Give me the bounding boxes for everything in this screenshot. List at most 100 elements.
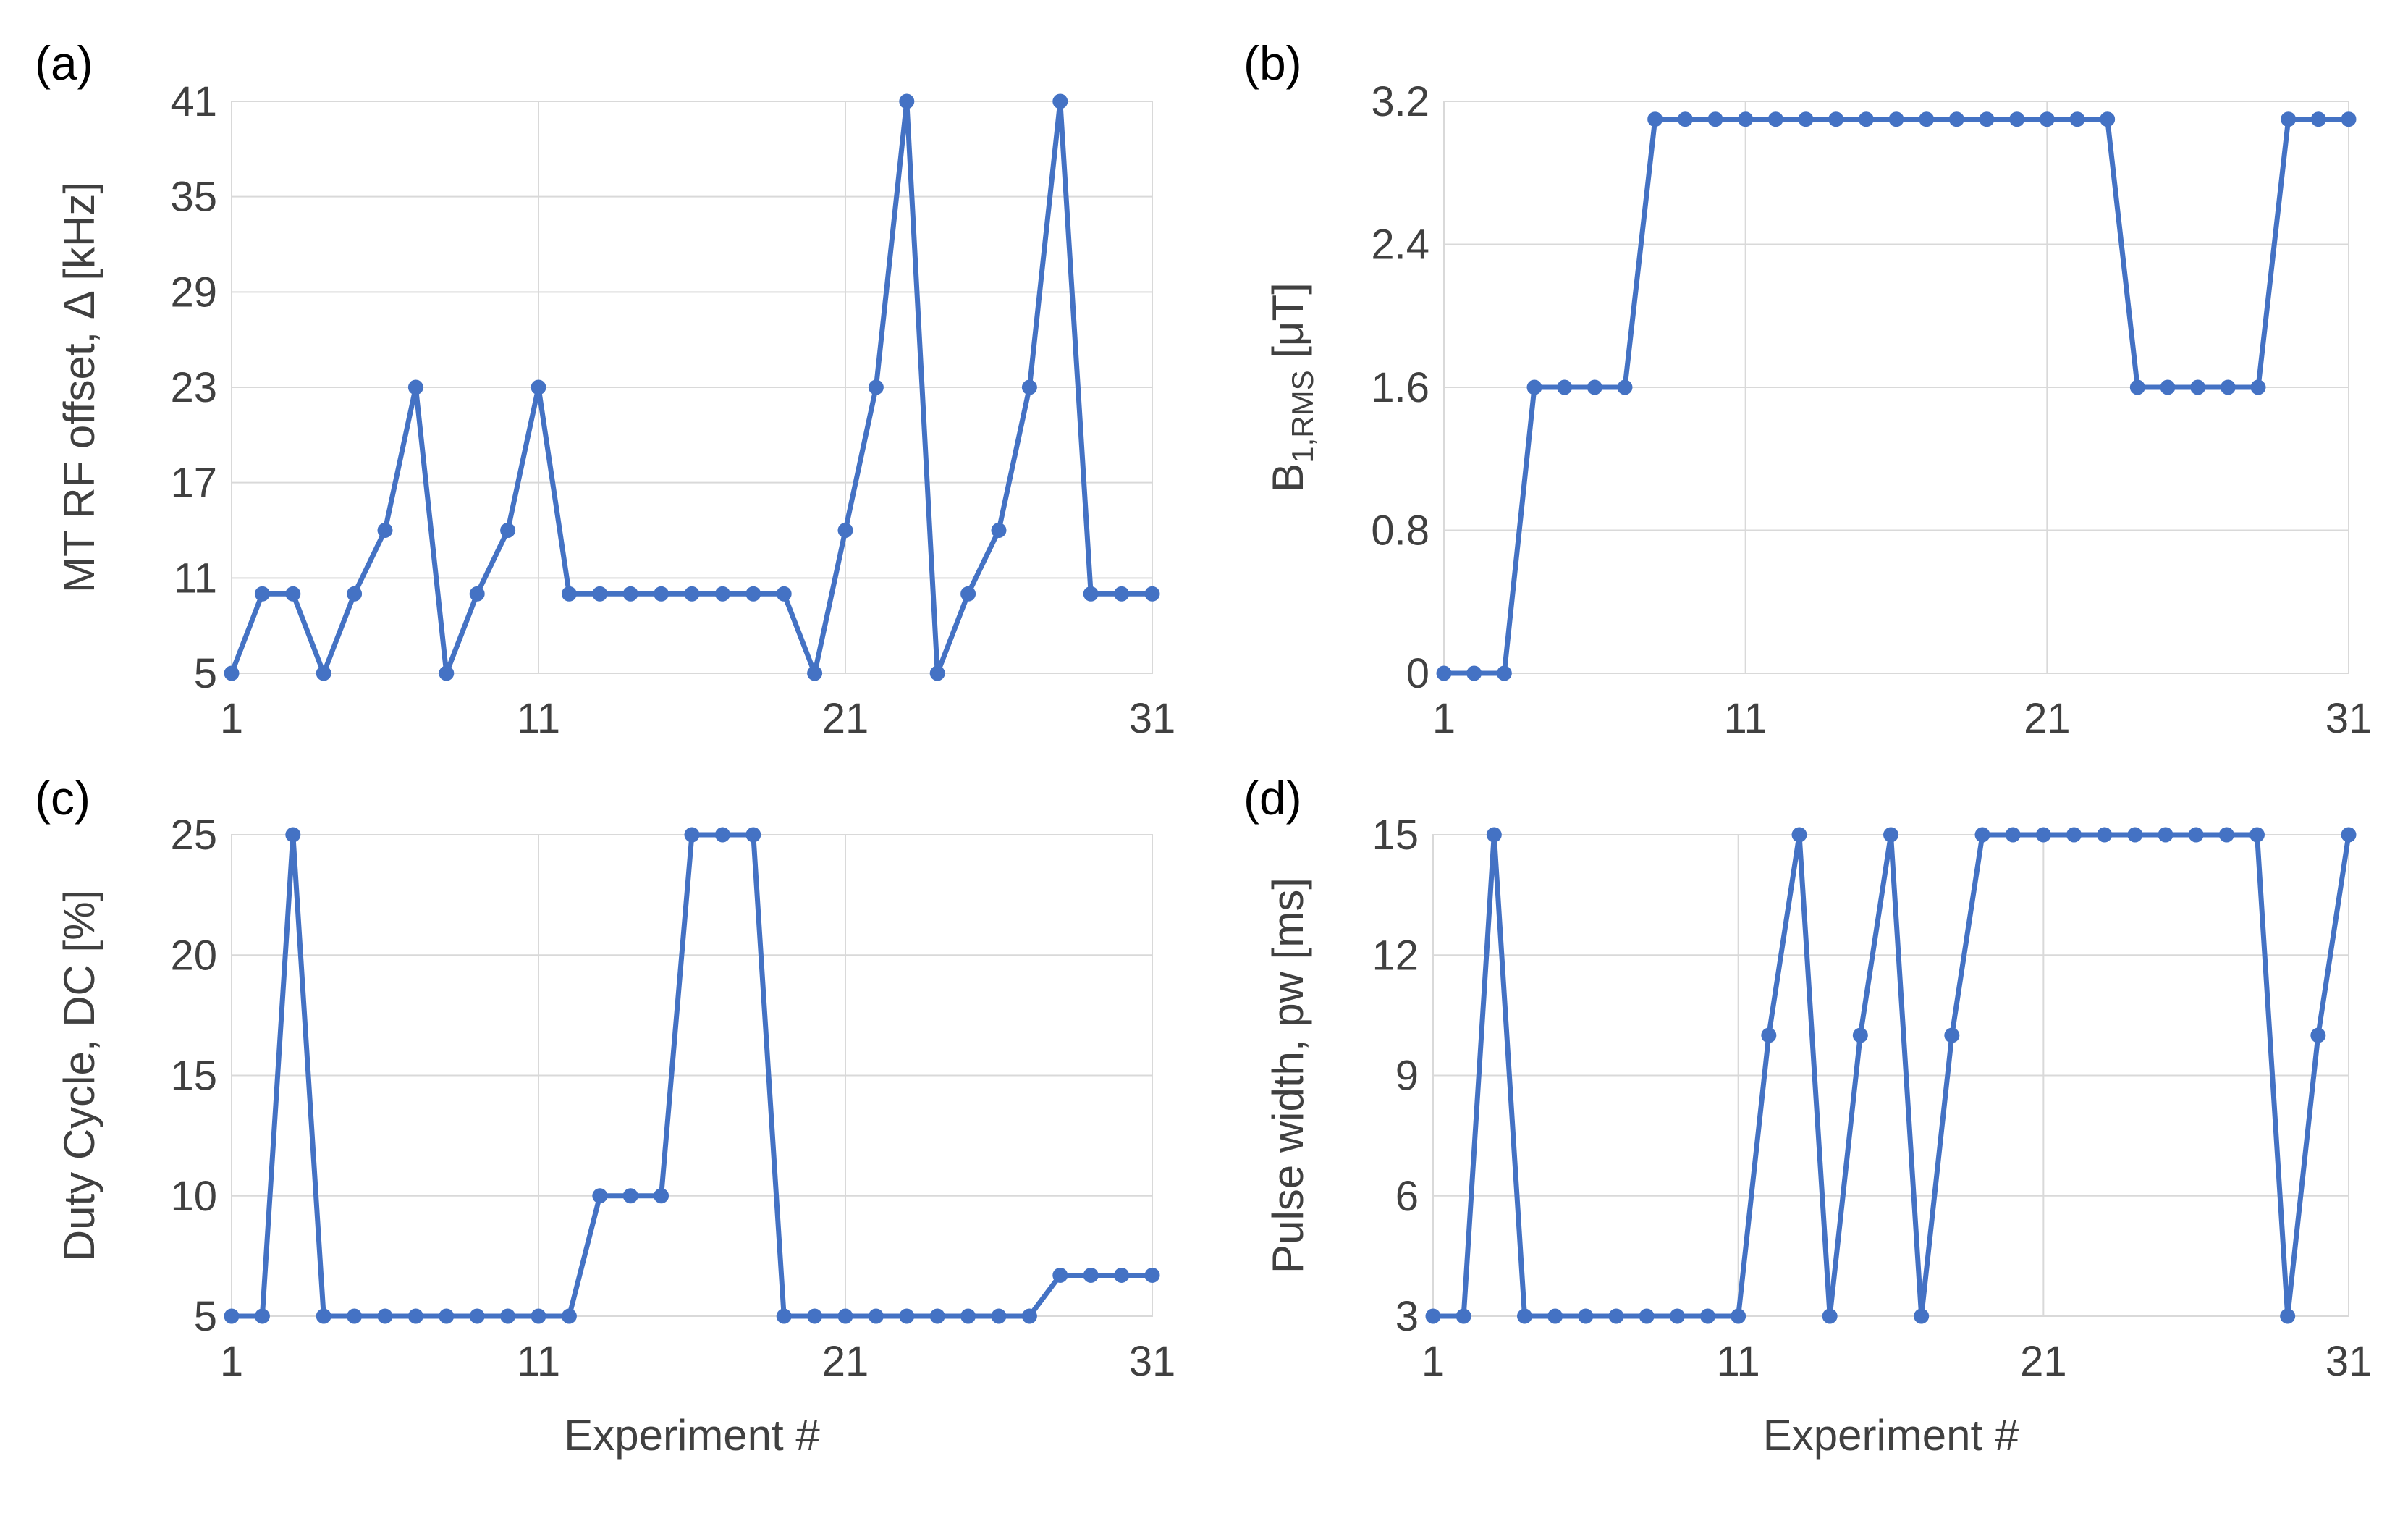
data-point [1677, 111, 1693, 127]
data-point [899, 1308, 915, 1324]
x-tick-label: 21 [2020, 1338, 2067, 1385]
data-point [2009, 111, 2025, 127]
data-point [254, 1308, 270, 1324]
x-tick-label: 11 [517, 1338, 560, 1385]
y-axis-title: Duty Cycle, DC [%] [55, 890, 103, 1261]
data-point [2190, 379, 2206, 395]
data-point [622, 1188, 638, 1204]
data-point [1798, 111, 1814, 127]
y-tick-label: 15 [1372, 812, 1419, 859]
data-point [807, 1308, 823, 1324]
y-tick-label: 11 [174, 555, 217, 602]
data-point [531, 379, 546, 395]
data-point [1791, 827, 1807, 843]
data-point [224, 665, 240, 681]
y-tick-label: 15 [170, 1053, 217, 1100]
data-point [929, 665, 945, 681]
data-point [1639, 1308, 1655, 1324]
data-point [991, 1308, 1007, 1324]
data-point [1822, 1308, 1838, 1324]
data-point [1944, 1027, 1960, 1043]
data-point [1707, 111, 1723, 127]
data-point [2160, 379, 2176, 395]
data-point [1587, 379, 1602, 395]
data-point [1052, 93, 1068, 109]
data-point [1436, 665, 1452, 681]
data-point [1114, 1267, 1130, 1283]
x-tick-label: 1 [1421, 1338, 1445, 1385]
data-point [592, 1188, 608, 1204]
data-point [1731, 1308, 1746, 1324]
data-point [684, 827, 700, 843]
y-tick-label: 2.4 [1371, 222, 1429, 269]
data-point [2127, 827, 2143, 843]
data-point [531, 1308, 546, 1324]
data-point [714, 827, 730, 843]
y-axis-title-subscript: 1,RMS [1285, 370, 1319, 463]
data-point [407, 1308, 423, 1324]
data-point [2218, 827, 2234, 843]
data-point [1021, 379, 1037, 395]
data-point [2097, 827, 2113, 843]
x-tick-label: 31 [1129, 695, 1176, 742]
x-axis-title: Experiment # [564, 1411, 820, 1460]
panel-label: (d) [1243, 771, 1302, 825]
data-point [316, 1308, 331, 1324]
data-point [347, 586, 363, 602]
data-point [2250, 379, 2266, 395]
data-point [745, 586, 761, 602]
data-point [1578, 1308, 1594, 1324]
x-tick-label: 1 [220, 1338, 243, 1385]
data-point [1608, 1308, 1624, 1324]
data-point [807, 665, 823, 681]
series-line [1444, 117, 2349, 676]
data-point [1979, 111, 1995, 127]
y-tick-label: 41 [170, 78, 217, 125]
data-point [1738, 111, 1754, 127]
data-point [347, 1308, 363, 1324]
data-point [2039, 111, 2055, 127]
data-point [1547, 1308, 1563, 1324]
y-tick-label: 17 [170, 460, 217, 507]
data-point [1761, 1027, 1777, 1043]
data-point [1052, 1267, 1068, 1283]
data-point [1883, 827, 1898, 843]
data-point [684, 586, 700, 602]
data-point [2100, 111, 2116, 127]
data-point [899, 93, 915, 109]
y-axis-title: Pulse width, pw [ms] [1264, 877, 1312, 1273]
plot-area [1443, 101, 2349, 674]
data-point [837, 1308, 853, 1324]
data-point [1144, 1267, 1160, 1283]
y-tick-label: 10 [170, 1173, 217, 1220]
data-point [285, 827, 301, 843]
x-tick-label: 31 [2325, 695, 2373, 742]
data-point [1974, 827, 1990, 843]
data-point [2188, 827, 2204, 843]
y-tick-label: 12 [1372, 932, 1419, 979]
x-tick-label: 11 [1724, 695, 1767, 742]
data-point [2341, 827, 2357, 843]
x-tick-label: 31 [1129, 1338, 1176, 1385]
data-point [2066, 827, 2082, 843]
data-point [2129, 379, 2145, 395]
y-tick-label: 3 [1395, 1293, 1419, 1340]
data-point [1888, 111, 1904, 127]
y-tick-label: 5 [194, 1293, 217, 1340]
y-tick-label: 3.2 [1371, 78, 1429, 125]
data-point [377, 1308, 393, 1324]
data-point [868, 379, 884, 395]
y-tick-label: 29 [170, 269, 217, 316]
panel-label: (a) [35, 36, 93, 90]
data-point [2341, 111, 2357, 127]
y-tick-label: 6 [1395, 1173, 1419, 1220]
data-point [2005, 827, 2021, 843]
data-point [654, 1188, 669, 1204]
data-point [2310, 1027, 2326, 1043]
data-point [2069, 111, 2085, 127]
y-tick-label: 0 [1406, 650, 1429, 697]
data-point [1617, 379, 1633, 395]
data-point [500, 523, 516, 538]
